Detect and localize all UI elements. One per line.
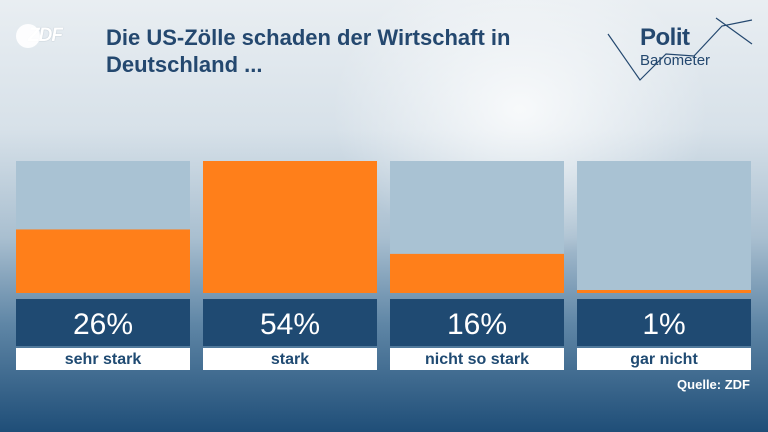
title-line-1: Die US-Zölle schaden der Wirtschaft in [106, 25, 511, 50]
bar [390, 253, 564, 293]
bar [203, 161, 377, 293]
politbarometer-logo: Polit Barometer [606, 14, 756, 84]
page-title: Die US-Zölle schaden der Wirtschaft in D… [106, 24, 566, 78]
politbarometer-line1: Polit [640, 24, 690, 51]
bar [577, 290, 751, 293]
politbarometer-line2: Barometer [640, 52, 711, 69]
bar [16, 229, 190, 293]
category-label-box [577, 348, 751, 370]
bar-track [577, 161, 751, 293]
data-label: 54% [260, 308, 320, 341]
category-label: gar nicht [630, 351, 698, 368]
data-label: 16% [447, 308, 507, 341]
value-box [390, 299, 564, 346]
source-label: Quelle: ZDF [677, 377, 750, 392]
category-label: stark [271, 351, 309, 368]
bar-group: 54% stark [203, 161, 377, 370]
data-label: 26% [73, 308, 133, 341]
category-label-box [16, 348, 190, 370]
value-box [203, 299, 377, 346]
zdf-logo-circle [16, 24, 40, 48]
title-line-2: Deutschland ... [106, 52, 263, 77]
zdf-logo: ZDF [16, 24, 63, 48]
bar-group: 1% gar nicht [577, 161, 751, 370]
category-label-box [203, 348, 377, 370]
category-label-box [390, 348, 564, 370]
category-label: nicht so stark [425, 351, 529, 368]
bar-group: 26% sehr stark [16, 161, 190, 370]
politbarometer-graph-icon [607, 17, 753, 81]
data-label: 1% [642, 308, 685, 341]
value-box [16, 299, 190, 346]
category-label: sehr stark [65, 351, 142, 368]
value-box [577, 299, 751, 346]
bar-group: 16% nicht so stark [390, 161, 564, 370]
